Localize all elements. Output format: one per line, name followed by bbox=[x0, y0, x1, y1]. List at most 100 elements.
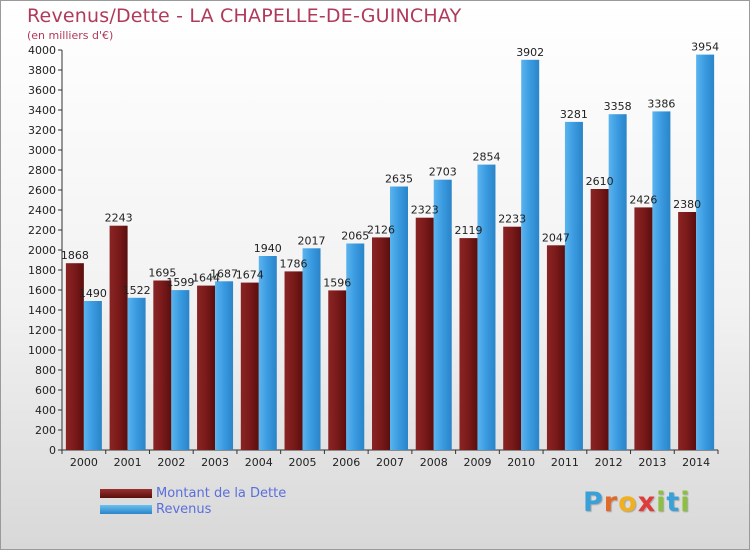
data-label-revenus: 2854 bbox=[472, 151, 500, 164]
bar-revenus bbox=[302, 248, 321, 450]
x-tick-label: 2011 bbox=[551, 456, 579, 469]
y-tick-label: 800 bbox=[35, 364, 56, 377]
bar-dette bbox=[415, 217, 434, 450]
x-tick-label: 2014 bbox=[682, 456, 710, 469]
data-label-revenus: 2017 bbox=[298, 234, 326, 247]
data-label-dette: 2233 bbox=[498, 213, 526, 226]
data-label-dette: 2610 bbox=[586, 175, 614, 188]
y-tick-label: 0 bbox=[49, 444, 56, 457]
y-tick-label: 2400 bbox=[28, 204, 56, 217]
x-tick-label: 2000 bbox=[70, 456, 98, 469]
x-tick-label: 2013 bbox=[638, 456, 666, 469]
y-tick-label: 2000 bbox=[28, 244, 56, 257]
logo-letter: o bbox=[618, 487, 638, 518]
data-label-dette: 1644 bbox=[192, 272, 220, 285]
bar-revenus bbox=[390, 186, 408, 450]
data-label-dette: 2426 bbox=[629, 193, 657, 206]
y-tick-label: 3800 bbox=[28, 64, 56, 77]
x-tick-label: 2006 bbox=[332, 456, 360, 469]
chart-subtitle: (en milliers d'€) bbox=[27, 29, 114, 42]
y-tick-label: 1000 bbox=[28, 344, 56, 357]
x-tick-label: 2002 bbox=[157, 456, 185, 469]
x-tick-label: 2004 bbox=[245, 456, 273, 469]
logo-letter: t bbox=[666, 487, 681, 518]
data-label-revenus: 3281 bbox=[560, 108, 588, 121]
bar-revenus bbox=[696, 54, 715, 450]
legend-label-revenus: Revenus bbox=[156, 502, 212, 517]
bar-dette bbox=[65, 263, 84, 450]
data-label-dette: 2323 bbox=[411, 204, 439, 217]
bar-dette bbox=[109, 225, 128, 450]
x-tick-label: 2007 bbox=[376, 456, 404, 469]
x-tick-label: 2001 bbox=[114, 456, 142, 469]
bar-dette bbox=[328, 290, 347, 450]
y-tick-label: 3200 bbox=[28, 124, 56, 137]
bar-revenus bbox=[477, 164, 496, 450]
y-tick-label: 1200 bbox=[28, 324, 56, 337]
legend-swatch-dette bbox=[100, 489, 152, 498]
logo-letter: i bbox=[656, 487, 667, 518]
data-label-dette: 1786 bbox=[280, 257, 308, 270]
bar-dette bbox=[634, 207, 653, 450]
y-tick-label: 4000 bbox=[28, 44, 56, 57]
data-label-revenus: 1490 bbox=[79, 287, 107, 300]
data-label-revenus: 1599 bbox=[166, 276, 194, 289]
data-label-revenus: 1522 bbox=[123, 284, 151, 297]
bar-dette bbox=[197, 285, 216, 450]
y-tick-label: 400 bbox=[35, 404, 56, 417]
x-tick-label: 2009 bbox=[463, 456, 491, 469]
data-label-dette: 1596 bbox=[323, 276, 351, 289]
data-label-revenus: 2065 bbox=[341, 230, 369, 243]
logo-letter: P bbox=[583, 487, 604, 518]
data-label-revenus: 2635 bbox=[385, 173, 413, 186]
y-tick-label: 200 bbox=[35, 424, 56, 437]
bar-revenus bbox=[608, 114, 627, 450]
legend-swatch-revenus bbox=[100, 505, 152, 514]
x-tick-label: 2008 bbox=[420, 456, 448, 469]
bar-dette bbox=[678, 212, 697, 450]
proxiti-logo: Proxiti bbox=[583, 487, 691, 518]
data-label-revenus: 1687 bbox=[210, 267, 238, 280]
bar-revenus bbox=[564, 121, 583, 451]
bar-revenus bbox=[83, 301, 102, 450]
bar-revenus bbox=[652, 111, 671, 451]
x-tick-label: 2012 bbox=[595, 456, 623, 469]
data-label-revenus: 2703 bbox=[429, 166, 457, 179]
bar-dette bbox=[503, 226, 522, 450]
x-tick-label: 2003 bbox=[201, 456, 229, 469]
x-tick-label: 2005 bbox=[289, 456, 317, 469]
logo-letter: r bbox=[603, 487, 619, 518]
bar-revenus bbox=[346, 243, 365, 450]
data-label-dette: 1674 bbox=[236, 269, 264, 282]
logo-letter: i bbox=[680, 487, 691, 518]
data-label-revenus: 3358 bbox=[604, 100, 632, 113]
legend-label-dette: Montant de la Dette bbox=[156, 486, 287, 501]
data-label-dette: 2119 bbox=[454, 224, 482, 237]
y-tick-label: 1600 bbox=[28, 284, 56, 297]
y-tick-label: 2200 bbox=[28, 224, 56, 237]
y-tick-label: 2600 bbox=[28, 184, 56, 197]
data-label-dette: 2380 bbox=[673, 198, 701, 211]
bar-dette bbox=[372, 237, 390, 450]
logo-letter: x bbox=[637, 487, 657, 518]
x-tick-label: 2010 bbox=[507, 456, 535, 469]
y-tick-label: 3600 bbox=[28, 84, 56, 97]
data-label-dette: 1695 bbox=[148, 267, 176, 280]
bar-dette bbox=[240, 282, 259, 450]
data-label-dette: 1868 bbox=[61, 249, 89, 262]
data-label-revenus: 1940 bbox=[254, 242, 282, 255]
bar-dette bbox=[590, 189, 609, 450]
data-label-dette: 2243 bbox=[105, 212, 133, 225]
y-tick-label: 1800 bbox=[28, 264, 56, 277]
data-label-revenus: 3386 bbox=[647, 97, 675, 110]
y-tick-label: 2800 bbox=[28, 164, 56, 177]
bar-revenus bbox=[433, 179, 452, 450]
y-tick-label: 3400 bbox=[28, 104, 56, 117]
bar-dette bbox=[153, 280, 172, 450]
data-label-revenus: 3954 bbox=[691, 41, 719, 54]
bar-revenus bbox=[521, 59, 540, 451]
y-tick-label: 600 bbox=[35, 384, 56, 397]
bar-revenus bbox=[171, 290, 190, 450]
data-label-dette: 2047 bbox=[542, 231, 570, 244]
